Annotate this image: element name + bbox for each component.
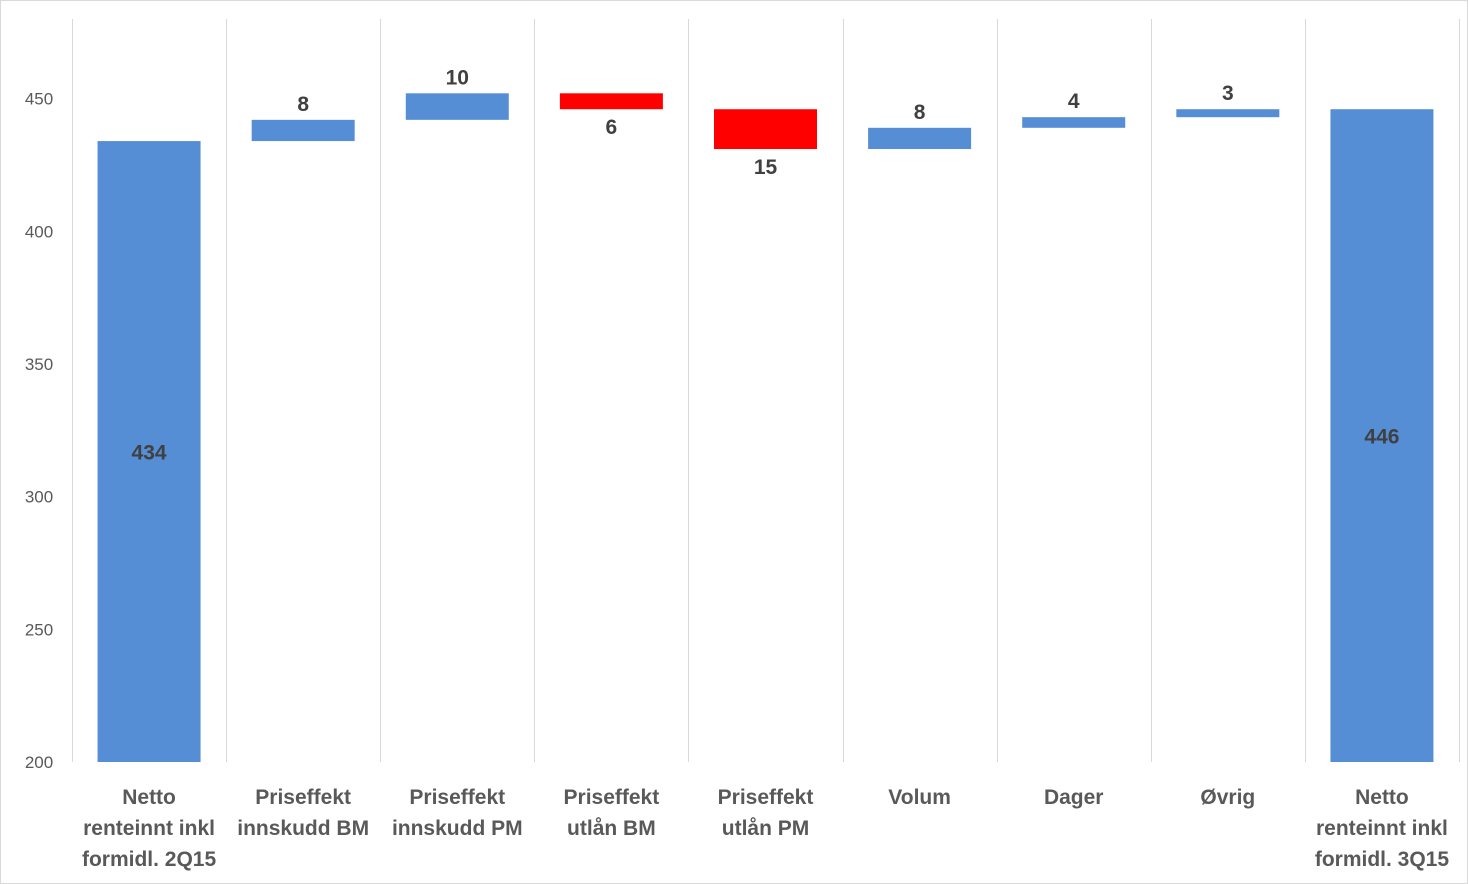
decrease-bar [559,93,663,110]
y-tick-label: 350 [25,355,53,374]
data-label: 446 [1364,426,1399,449]
increase-bar [1022,117,1126,128]
category-label: innskudd BM [237,817,369,840]
category-label: formidl. 2Q15 [82,848,217,871]
y-tick-label: 450 [25,90,53,109]
category-label: Priseffekt [564,786,660,809]
data-label: 4 [1068,90,1080,113]
category-label: Dager [1044,786,1104,809]
y-tick-label: 400 [25,222,53,241]
data-label: 8 [297,93,309,116]
category-label: Øvrig [1200,786,1255,809]
category-label: Netto [1355,786,1409,809]
increase-bar [405,93,509,120]
category-label: Netto [122,786,176,809]
data-labels: 434 8 10 6 15 8 4 3 446 [132,66,1400,464]
total-bar [1330,109,1434,762]
category-label: utlån BM [567,817,656,840]
increase-bar [251,119,355,142]
data-label: 434 [132,442,167,465]
decrease-bar [714,109,817,150]
data-label: 15 [754,156,778,179]
y-tick-label: 250 [25,620,53,639]
y-tick-label: 300 [25,488,53,507]
category-label: utlån PM [722,817,810,840]
data-label: 10 [446,66,469,89]
category-label: innskudd PM [392,817,523,840]
x-axis: Netto renteinnt inkl formidl. 2Q15 Priseffe… [82,786,1449,871]
bars [97,93,1434,763]
data-label: 6 [606,116,618,139]
category-label: Priseffekt [409,786,505,809]
increase-bar [868,127,972,150]
category-label: Volum [888,786,951,809]
category-label: Priseffekt [718,786,814,809]
data-label: 8 [914,101,926,124]
increase-bar [1176,109,1280,118]
category-label: renteinnt inkl [1316,817,1448,840]
data-label: 3 [1222,82,1234,105]
y-axis: 200 250 300 350 400 450 [25,90,53,772]
category-label: Priseffekt [255,786,351,809]
gridlines [72,19,1460,762]
total-bar [97,141,201,763]
category-label: renteinnt inkl [83,817,215,840]
y-tick-label: 200 [25,753,53,772]
category-label: formidl. 3Q15 [1315,848,1450,871]
